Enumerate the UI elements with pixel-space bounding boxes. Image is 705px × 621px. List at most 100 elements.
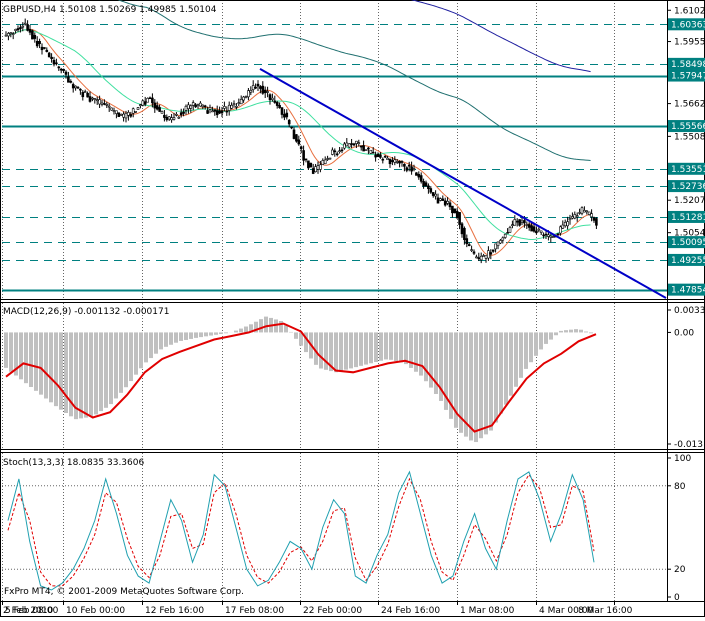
time-tick-label: 1 Mar 08:00 [460,606,515,616]
candle-body [581,208,583,213]
candle-body [478,258,480,259]
macd-bar [549,332,553,339]
macd-bar [99,332,103,411]
macd-bar [469,332,473,440]
macd-bar [29,332,33,387]
candle-body [571,216,573,218]
candle-body [319,165,321,170]
candle-body [67,77,69,83]
price-level-labels: 1.603631.584981.579471.555661.535511.527… [668,18,705,295]
candle-body [228,105,230,110]
candle-body [137,108,139,110]
macd-bar [419,332,423,375]
macd-bar [9,332,13,371]
candle-body [531,226,533,231]
stoch-tick-label: 100 [674,454,691,464]
candle-body [317,166,319,170]
candle-body [507,232,509,233]
candle-body [142,101,144,105]
macd-tick-label: 0.003320 [674,306,705,316]
candle-body [526,224,528,225]
candle-body [360,146,362,147]
candle-body [127,112,129,115]
candle-body [564,222,566,225]
macd-bar [209,332,213,335]
macd-title: MACD(12,26,9) -0.001132 -0.000171 [3,307,169,317]
candle-body [399,161,401,163]
candle-body [247,91,249,97]
candle-body [36,41,38,46]
macd-bar [509,332,513,395]
candle-body [103,103,105,104]
candle-body [447,201,449,203]
trendline[interactable] [260,69,666,298]
candle-body [480,256,482,260]
candle-body [235,106,237,107]
candle-body [125,113,127,118]
candle-body [120,114,122,115]
candle-body [192,103,194,106]
candle-body [22,26,24,27]
candle-body [19,28,21,29]
macd-bar [584,331,588,332]
macd-bar [24,332,28,383]
candle-body [579,212,581,213]
candle-body [475,257,477,258]
candle-body [406,168,408,171]
macd-bar [394,332,398,361]
macd-bar [224,332,228,333]
macd-bar [524,332,528,368]
macd-bar [374,332,378,362]
price-tick-label: 1.55080 [674,132,705,142]
macd-bar [44,332,48,398]
candle-body [190,106,192,108]
candle-body [70,81,72,82]
macd-bar [489,332,493,430]
candle-body [130,114,132,116]
candle-body [214,110,216,112]
macd-bar [144,332,148,362]
candle-body [202,105,204,107]
candle-body [473,252,475,254]
candle-body [499,240,501,243]
macd-bar [534,332,538,355]
candle-body [221,111,223,113]
candle-body [163,115,165,117]
candle-body [291,127,293,128]
candle-body [207,110,209,113]
macd-bar [84,332,88,417]
candle-body [252,85,254,89]
candle-body [34,35,36,38]
candle-body [156,106,158,110]
macd-bar [319,332,323,368]
macd-bar [19,332,23,379]
macd-bar [259,319,263,332]
candle-body [384,156,386,157]
candle-body [442,199,444,201]
candle-body [255,87,257,88]
candle-body [339,151,341,152]
candle-body [106,104,108,105]
candle-body [403,164,405,166]
candle-body [456,211,458,218]
price-axis: 1.610251.595501.580751.566251.550801.536… [667,6,705,295]
candle-body [199,103,201,106]
macd-bar [39,332,43,394]
candle-body [367,148,369,149]
candle-body [348,144,350,147]
price-level-label: 1.52736 [671,182,705,192]
macd-bar [344,332,348,369]
candle-body [288,120,290,124]
stoch-tick-label: 80 [674,482,686,492]
candle-body [259,87,261,89]
candle-body [504,234,506,237]
moving-average-line [5,30,591,240]
candle-body [382,159,384,160]
candle-body [63,69,65,70]
candle-body [346,143,348,146]
candle-body [401,161,403,162]
candle-body [216,111,218,115]
candle-body [53,60,55,64]
